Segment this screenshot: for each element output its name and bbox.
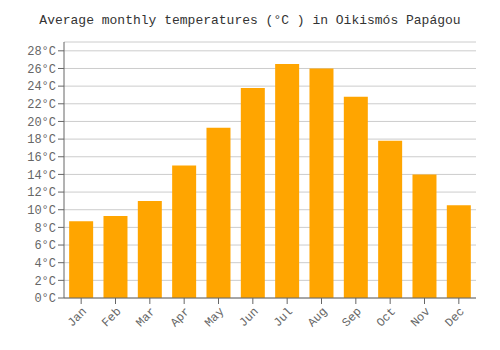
svg-text:6°C: 6°C bbox=[34, 239, 56, 253]
svg-text:Jul: Jul bbox=[271, 305, 296, 330]
svg-text:Apr: Apr bbox=[168, 305, 193, 330]
svg-text:26°C: 26°C bbox=[27, 63, 56, 77]
svg-text:Jun: Jun bbox=[237, 305, 262, 330]
svg-text:Dec: Dec bbox=[443, 305, 468, 330]
svg-text:28°C: 28°C bbox=[27, 45, 56, 59]
svg-text:2°C: 2°C bbox=[34, 275, 56, 289]
svg-text:Mar: Mar bbox=[134, 305, 159, 330]
svg-text:14°C: 14°C bbox=[27, 169, 56, 183]
svg-text:Jan: Jan bbox=[65, 305, 90, 330]
svg-text:0°C: 0°C bbox=[34, 292, 56, 306]
svg-text:16°C: 16°C bbox=[27, 151, 56, 165]
svg-text:10°C: 10°C bbox=[27, 204, 56, 218]
svg-text:Feb: Feb bbox=[99, 305, 124, 330]
svg-text:24°C: 24°C bbox=[27, 80, 56, 94]
svg-text:Sep: Sep bbox=[340, 305, 365, 330]
svg-text:8°C: 8°C bbox=[34, 222, 56, 236]
svg-text:May: May bbox=[202, 305, 227, 330]
svg-text:Nov: Nov bbox=[408, 305, 433, 330]
svg-text:Aug: Aug bbox=[305, 305, 330, 330]
svg-text:Oct: Oct bbox=[374, 305, 399, 330]
svg-text:20°C: 20°C bbox=[27, 116, 56, 130]
svg-text:18°C: 18°C bbox=[27, 133, 56, 147]
svg-text:4°C: 4°C bbox=[34, 257, 56, 271]
html-text:Average monthly temperatures (: Average monthly temperatures (°C ) in Oi… bbox=[39, 13, 461, 28]
svg-text:12°C: 12°C bbox=[27, 186, 56, 200]
svg-text:22°C: 22°C bbox=[27, 98, 56, 112]
